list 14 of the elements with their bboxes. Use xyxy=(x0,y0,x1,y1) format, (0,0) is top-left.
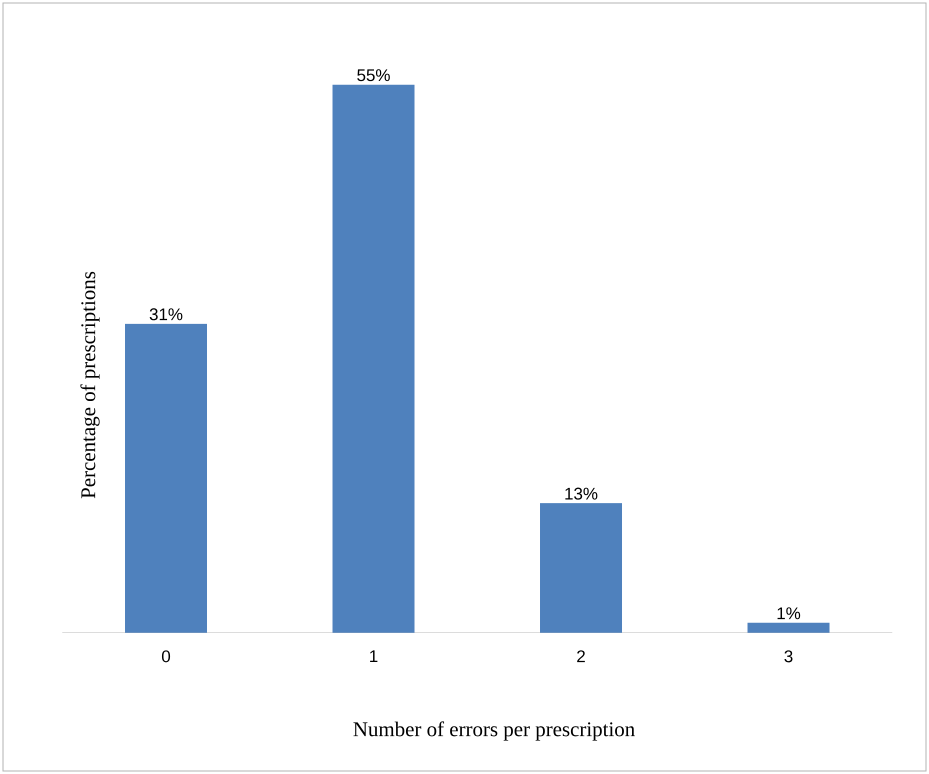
x-tick-label: 3 xyxy=(784,650,792,662)
data-label: 31% xyxy=(150,308,182,320)
data-label: 1% xyxy=(778,607,800,620)
x-tick-label: 0 xyxy=(162,650,170,662)
x-axis-title: Number of errors per prescription xyxy=(353,721,635,741)
bar xyxy=(748,622,830,633)
bar xyxy=(332,84,415,633)
data-label: 55% xyxy=(357,69,390,82)
data-label: 13% xyxy=(565,488,598,500)
bar xyxy=(540,503,622,633)
bar xyxy=(125,324,208,633)
x-tick-label: 1 xyxy=(370,650,378,662)
y-axis-title: Percentage of prescriptions xyxy=(80,272,100,498)
x-tick-label: 2 xyxy=(577,650,585,662)
